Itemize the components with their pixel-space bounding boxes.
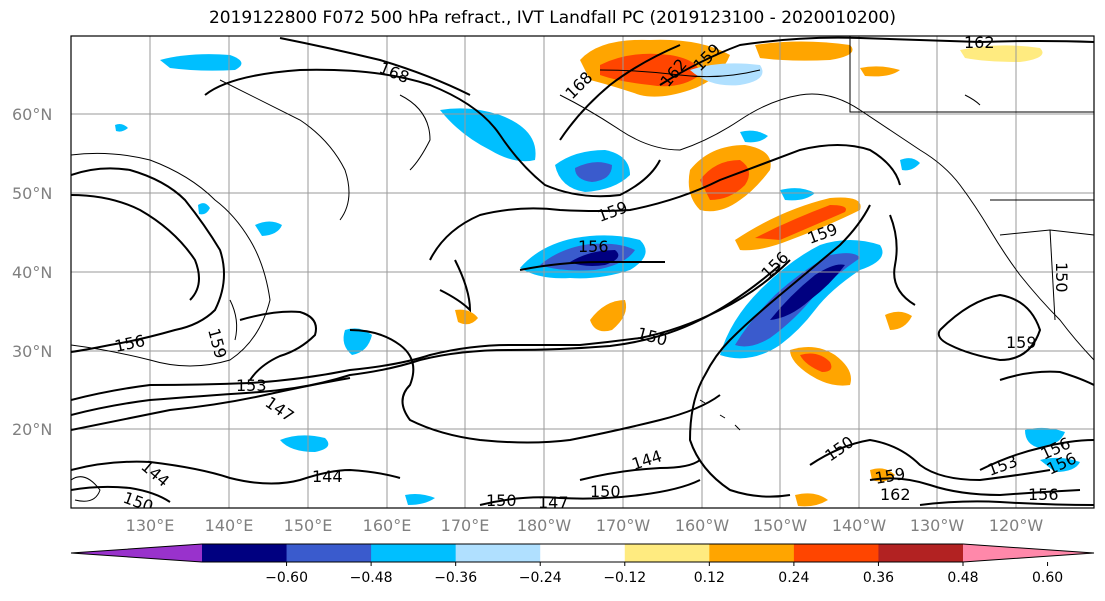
colorbar-segment (709, 544, 795, 562)
colorbar-tick-label: 0.60 (1032, 570, 1063, 586)
colorbar-segment (371, 544, 457, 562)
colorbar-tick-label: −0.60 (265, 570, 308, 586)
colorbar-tick-label: 0.36 (863, 570, 894, 586)
lon-label: 150°E (284, 516, 333, 535)
contour-label: 153 (236, 376, 267, 395)
colorbar-segment (540, 544, 626, 562)
lon-label: 170°E (441, 516, 490, 535)
colorbar-segment (202, 544, 288, 562)
colorbar-tick-label: 0.24 (778, 570, 809, 586)
colorbar-segment (878, 544, 964, 562)
contour-label: 150 (1052, 262, 1071, 293)
latitude-labels: 60°N 50°N 40°N 30°N 20°N (12, 105, 52, 439)
longitude-labels: 130°E 140°E 150°E 160°E 170°E 180°W 170°… (126, 516, 1044, 535)
contour-label: 156 (578, 237, 609, 256)
colorbar-segment (624, 544, 710, 562)
lon-label: 140°W (832, 516, 887, 535)
colorbar-tick-label: −0.48 (350, 570, 393, 586)
lat-label: 20°N (12, 420, 52, 439)
colorbar-extend-low (71, 544, 202, 562)
colorbar-extend-high (963, 544, 1094, 562)
colorbar-segment (793, 544, 879, 562)
colorbar-segment (455, 544, 541, 562)
contours (71, 36, 1094, 506)
contour-label: 162 (880, 485, 911, 504)
lon-label: 130°E (126, 516, 175, 535)
colorbar-tick-label: −0.12 (603, 570, 646, 586)
contour-label: 159 (1006, 333, 1037, 352)
colorbar-tick-label: 0.12 (694, 570, 725, 586)
lon-label: 180°W (517, 516, 572, 535)
lat-label: 40°N (12, 263, 52, 282)
contour-label: 147 (538, 493, 569, 512)
colorbar-tick-label: 0.48 (947, 570, 978, 586)
lat-label: 60°N (12, 105, 52, 124)
contour-label: 156 (1028, 485, 1059, 504)
lat-label: 50°N (12, 184, 52, 203)
lon-label: 170°W (596, 516, 651, 535)
contour-label: 144 (312, 467, 343, 486)
lon-label: 160°E (363, 516, 412, 535)
chart-title: 2019122800 F072 500 hPa refract., IVT La… (208, 8, 896, 28)
contour-label: 162 (964, 33, 995, 52)
coastlines (71, 36, 1094, 502)
lon-label: 160°W (675, 516, 730, 535)
lon-label: 120°W (989, 516, 1044, 535)
contour-label: 150 (590, 482, 621, 501)
lat-label: 30°N (12, 342, 52, 361)
contour-label: 150 (486, 491, 517, 510)
lon-label: 130°W (910, 516, 965, 535)
graticule (71, 36, 1094, 508)
colorbar-tick-label: −0.36 (434, 570, 477, 586)
colorbar-tick-label: −0.24 (519, 570, 562, 586)
lon-label: 150°W (753, 516, 808, 535)
lon-label: 140°E (205, 516, 254, 535)
colorbar-segment (286, 544, 372, 562)
shading-layer (115, 39, 1080, 507)
colorbar: −0.60 −0.48 −0.36 −0.24 −0.12 0.12 0.24 0.36 0.4… (70, 543, 1095, 586)
